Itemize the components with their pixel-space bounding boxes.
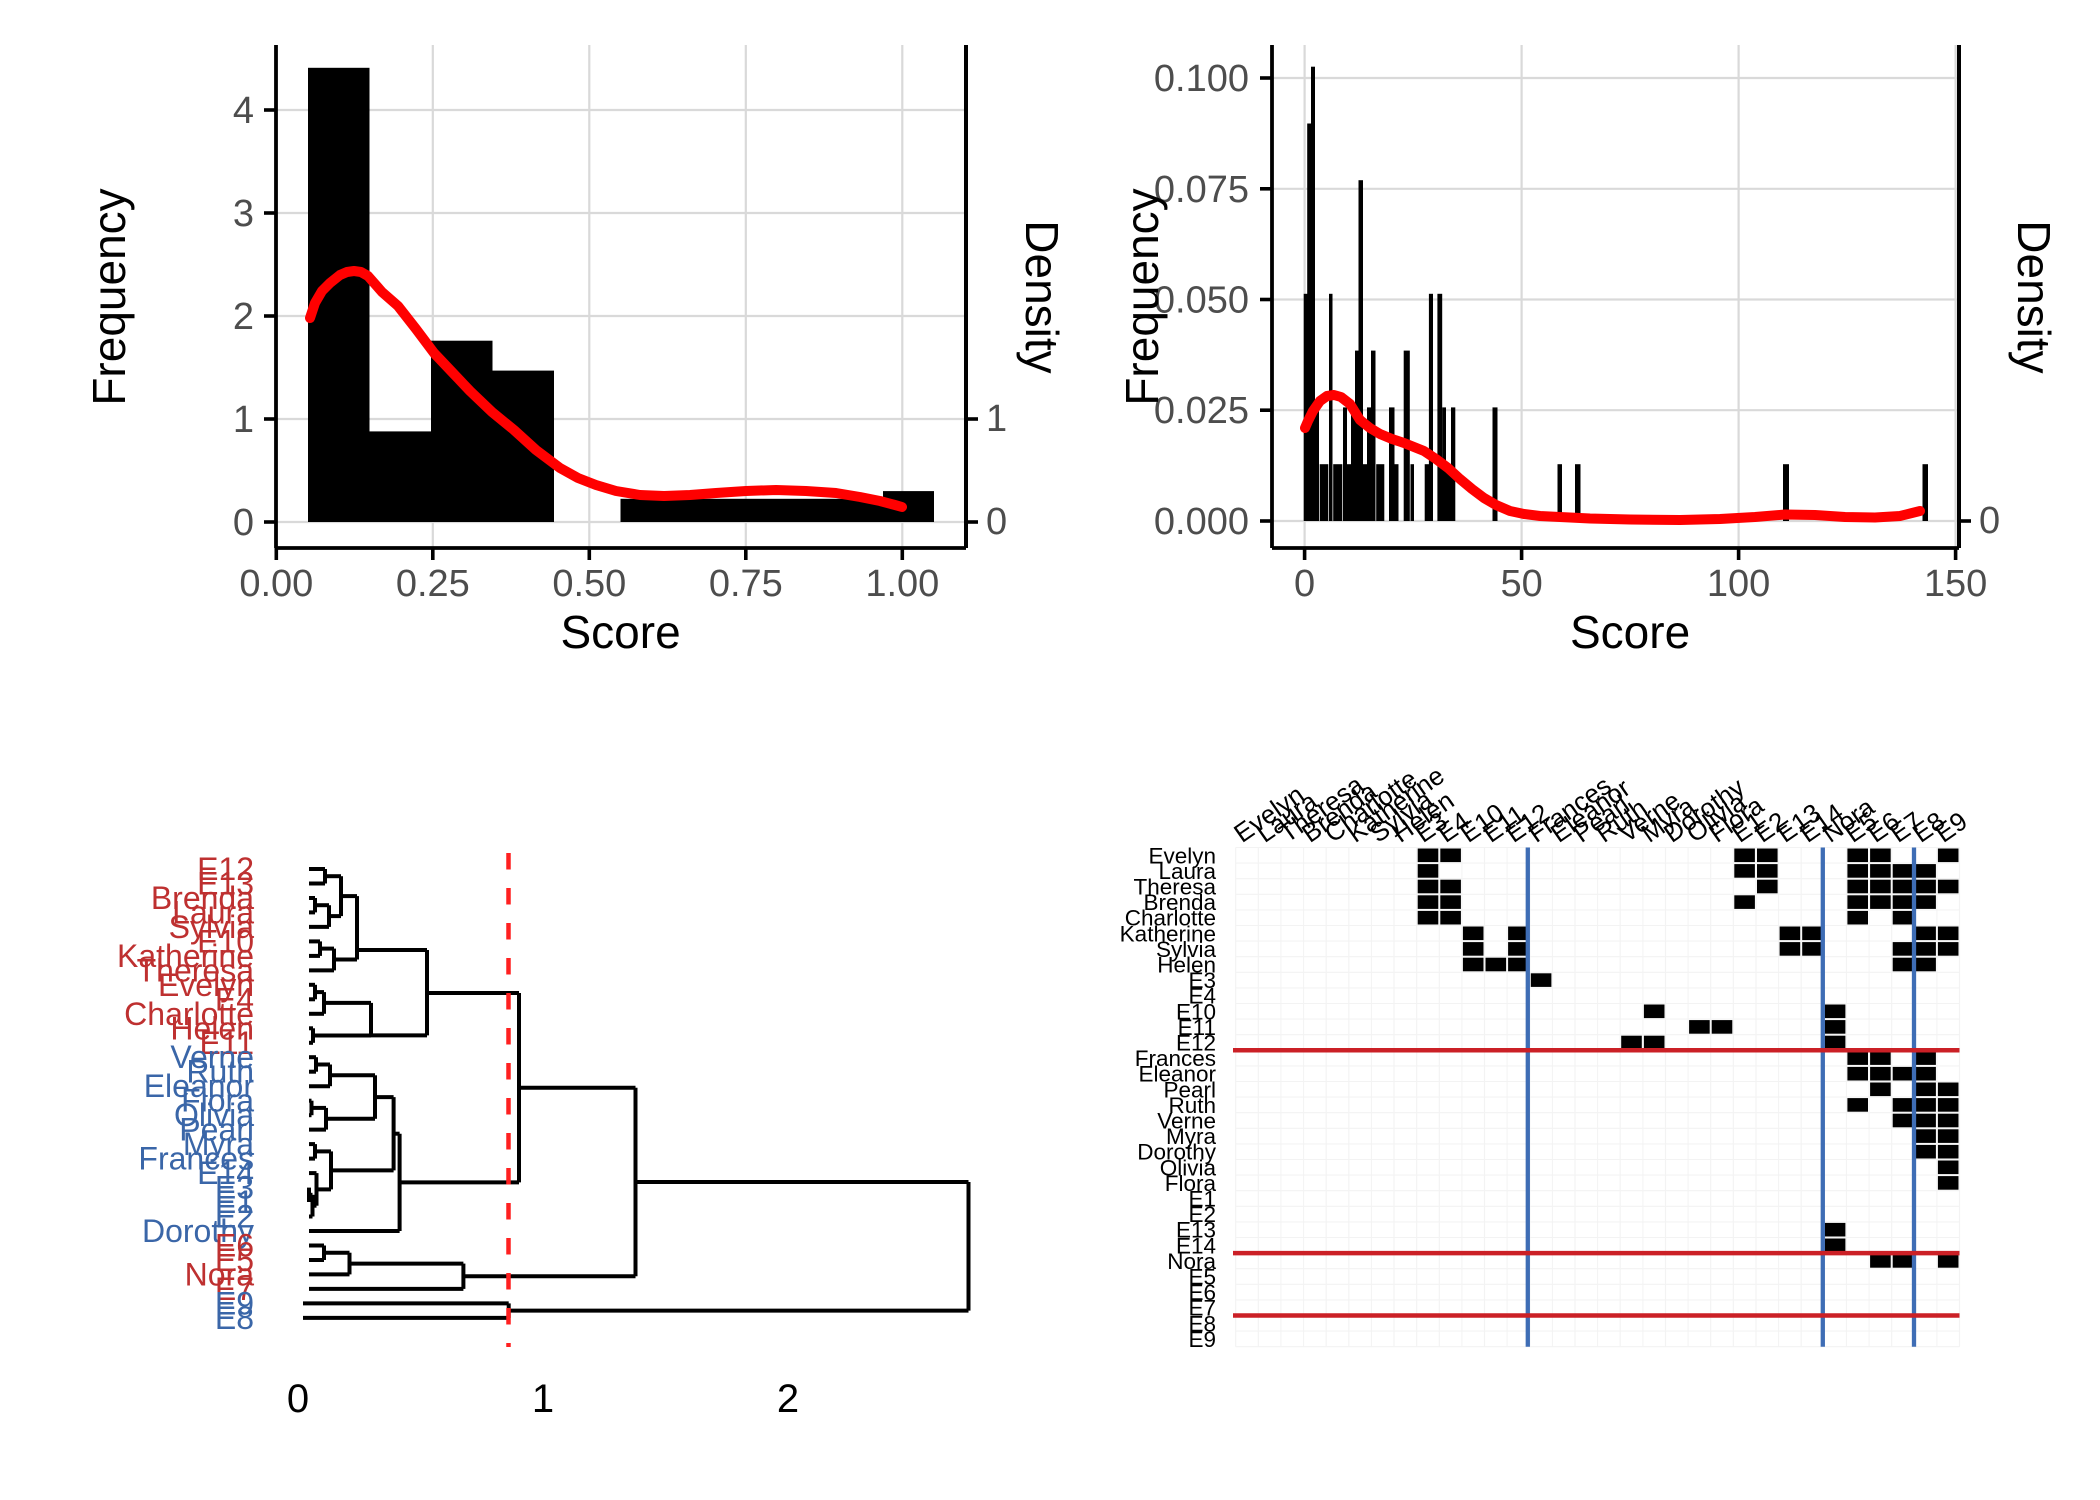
svg-text:E13: E13 xyxy=(197,866,254,902)
svg-text:E3: E3 xyxy=(215,1170,254,1206)
svg-text:Dorothy: Dorothy xyxy=(1137,1140,1217,1165)
svg-text:E1: E1 xyxy=(215,1184,254,1220)
svg-text:E12: E12 xyxy=(197,851,254,887)
svg-text:Flora: Flora xyxy=(181,1083,254,1119)
svg-text:1: 1 xyxy=(233,399,254,441)
svg-text:Theresa: Theresa xyxy=(137,952,255,988)
svg-text:Evelyn: Evelyn xyxy=(158,967,254,1003)
svg-text:Score: Score xyxy=(561,606,681,658)
svg-text:E11: E11 xyxy=(199,1025,254,1061)
svg-text:0: 0 xyxy=(233,502,254,544)
svg-text:Frequency: Frequency xyxy=(83,188,135,405)
svg-text:E13: E13 xyxy=(1176,1218,1216,1243)
svg-text:E4: E4 xyxy=(215,981,254,1017)
svg-text:Olivia: Olivia xyxy=(1160,1155,1217,1180)
svg-text:Myra: Myra xyxy=(1166,1124,1216,1149)
svg-text:Brenda: Brenda xyxy=(151,880,254,916)
svg-text:Eleanor: Eleanor xyxy=(144,1068,255,1104)
svg-text:50: 50 xyxy=(1500,563,1542,605)
svg-text:0.00: 0.00 xyxy=(239,563,313,605)
svg-text:Density: Density xyxy=(1016,220,1068,373)
svg-text:Flora: Flora xyxy=(1165,1171,1217,1196)
svg-text:1: 1 xyxy=(986,398,1007,440)
svg-text:E11: E11 xyxy=(1178,1015,1216,1040)
svg-text:1: 1 xyxy=(532,1377,554,1421)
svg-text:Nora: Nora xyxy=(185,1256,255,1292)
svg-text:E12: E12 xyxy=(1176,1031,1216,1056)
svg-text:Eleanor: Eleanor xyxy=(1138,1062,1216,1087)
svg-text:E2: E2 xyxy=(1188,1202,1216,1227)
svg-text:Laura: Laura xyxy=(1158,859,1216,884)
svg-text:E6: E6 xyxy=(1188,1280,1216,1305)
svg-text:E2: E2 xyxy=(215,1199,254,1235)
svg-text:Density: Density xyxy=(2008,220,2060,373)
svg-text:E4: E4 xyxy=(1188,984,1216,1009)
svg-text:0.100: 0.100 xyxy=(1154,58,1249,100)
svg-text:Helen: Helen xyxy=(1157,953,1216,978)
svg-text:3: 3 xyxy=(233,193,254,235)
svg-text:E9: E9 xyxy=(215,1285,254,1321)
svg-text:100: 100 xyxy=(1707,563,1770,605)
svg-text:E10: E10 xyxy=(197,923,254,959)
svg-text:0.50: 0.50 xyxy=(552,563,626,605)
svg-text:Ruth: Ruth xyxy=(1168,1093,1216,1118)
svg-text:2: 2 xyxy=(233,296,254,338)
svg-text:E7: E7 xyxy=(1188,1296,1216,1321)
svg-text:Helen: Helen xyxy=(170,1010,254,1046)
svg-text:0.050: 0.050 xyxy=(1154,280,1249,322)
svg-text:E14: E14 xyxy=(197,1155,254,1191)
svg-text:Frances: Frances xyxy=(138,1141,254,1177)
svg-text:0.000: 0.000 xyxy=(1154,501,1249,543)
svg-text:Verne: Verne xyxy=(170,1039,254,1075)
svg-text:E7: E7 xyxy=(215,1271,254,1307)
svg-text:1.00: 1.00 xyxy=(865,563,939,605)
svg-text:4: 4 xyxy=(233,90,254,132)
svg-text:0.25: 0.25 xyxy=(396,563,470,605)
svg-text:Katherine: Katherine xyxy=(1120,921,1216,946)
svg-text:Frances: Frances xyxy=(1135,1046,1216,1071)
svg-text:Pearl: Pearl xyxy=(179,1112,254,1148)
svg-text:Dorothy: Dorothy xyxy=(142,1213,254,1249)
svg-text:Myra: Myra xyxy=(183,1126,254,1162)
svg-text:E1: E1 xyxy=(1188,1187,1216,1212)
svg-text:0: 0 xyxy=(287,1377,309,1421)
svg-text:Olivia: Olivia xyxy=(174,1097,254,1133)
svg-text:E8: E8 xyxy=(215,1300,254,1336)
svg-text:Sylvia: Sylvia xyxy=(1156,937,1217,962)
svg-text:2: 2 xyxy=(777,1377,799,1421)
svg-text:Brenda: Brenda xyxy=(1143,890,1216,915)
svg-text:0: 0 xyxy=(986,501,1007,543)
svg-text:Theresa: Theresa xyxy=(1133,875,1216,900)
svg-text:Evelyn: Evelyn xyxy=(1148,843,1216,868)
svg-text:0.075: 0.075 xyxy=(1154,169,1249,211)
svg-text:Ruth: Ruth xyxy=(186,1054,254,1090)
svg-text:0: 0 xyxy=(1979,500,2000,542)
svg-text:Frequency: Frequency xyxy=(1116,188,1168,405)
svg-text:E5: E5 xyxy=(1188,1265,1216,1290)
svg-text:E3: E3 xyxy=(1188,968,1216,993)
svg-text:E14: E14 xyxy=(1176,1233,1216,1258)
svg-text:E9: E9 xyxy=(1188,1327,1216,1352)
svg-text:0.025: 0.025 xyxy=(1154,390,1249,432)
svg-text:0: 0 xyxy=(1294,563,1315,605)
svg-text:E10: E10 xyxy=(1176,999,1216,1024)
svg-text:150: 150 xyxy=(1924,563,1987,605)
svg-text:E5: E5 xyxy=(215,1242,254,1278)
svg-text:Score: Score xyxy=(1570,606,1690,658)
svg-text:Pearl: Pearl xyxy=(1163,1077,1216,1102)
svg-text:Charlotte: Charlotte xyxy=(124,996,254,1032)
svg-text:Charlotte: Charlotte xyxy=(1125,906,1216,931)
svg-text:Katherine: Katherine xyxy=(117,938,254,974)
svg-text:Sylvia: Sylvia xyxy=(169,909,255,945)
svg-text:0.75: 0.75 xyxy=(709,563,783,605)
svg-text:Verne: Verne xyxy=(1157,1109,1216,1134)
svg-text:E8: E8 xyxy=(1188,1311,1216,1336)
svg-text:Nora: Nora xyxy=(1167,1249,1216,1274)
svg-text:E6: E6 xyxy=(215,1228,254,1264)
svg-text:Laura: Laura xyxy=(172,894,254,930)
